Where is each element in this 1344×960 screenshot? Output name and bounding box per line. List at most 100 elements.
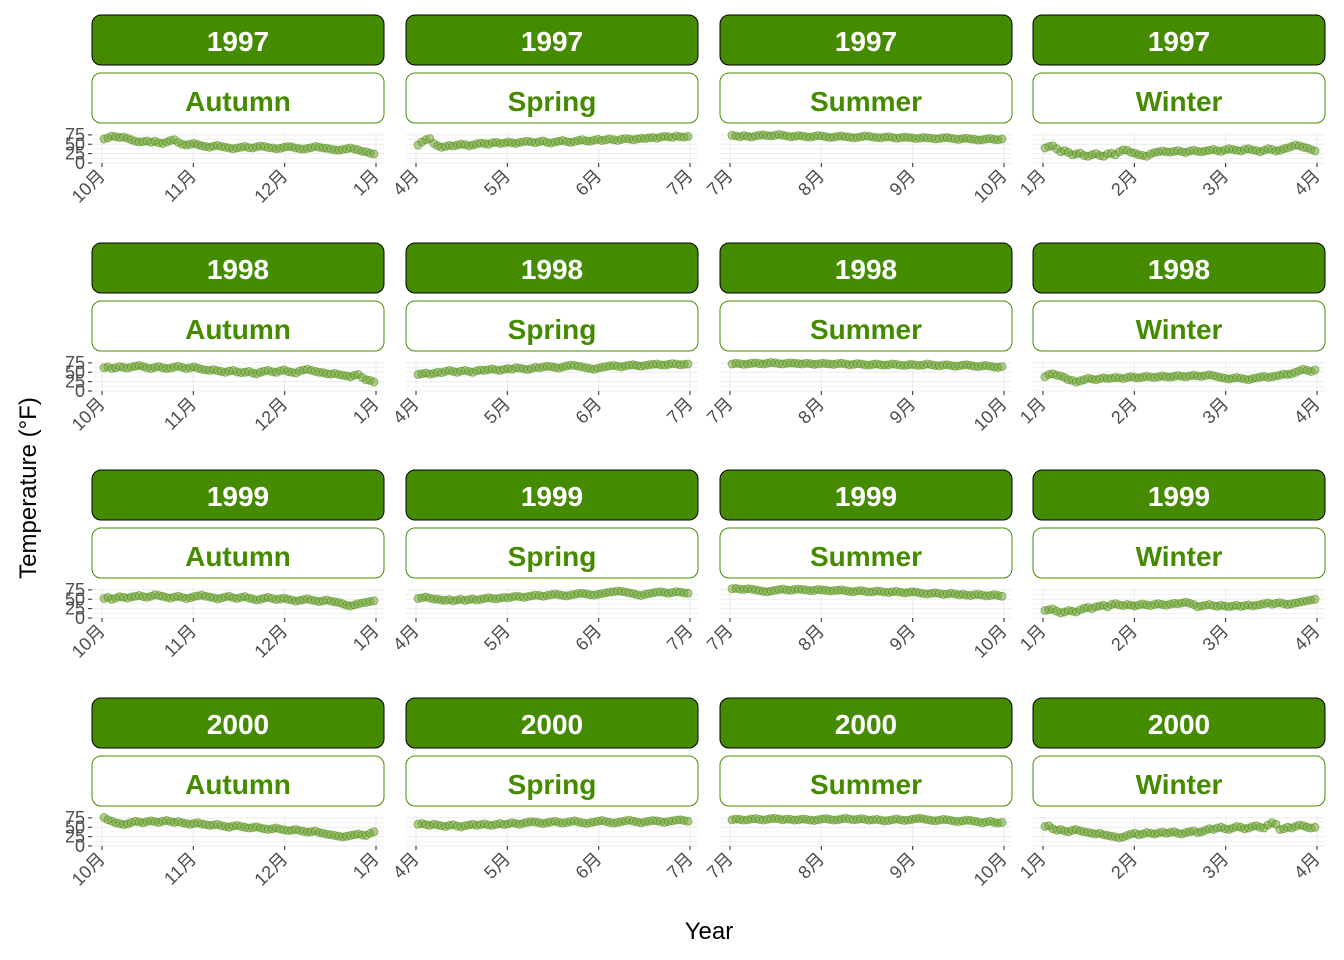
season-strip: [405, 527, 699, 579]
facet-panel: 2000 Spring 4月 5月 6月 7月: [389, 697, 699, 883]
year-strip: [405, 14, 699, 66]
season-strip: [1032, 72, 1326, 124]
facet-panel: 2000 Summer 7月 8月 9月 10月: [703, 697, 1013, 890]
season-strip: [719, 527, 1013, 579]
year-strip: [719, 469, 1013, 521]
year-strip-label: 1998: [521, 254, 583, 285]
facet-panel: 1998 Winter 1月 2月 3月 4月: [1016, 242, 1326, 428]
x-tick-label: 1月: [349, 166, 383, 200]
x-tick-label: 4月: [1290, 394, 1324, 428]
year-strip-label: 1997: [207, 26, 269, 57]
year-strip-label: 1997: [1148, 26, 1210, 57]
x-tick-label: 1月: [1016, 166, 1050, 200]
x-tick-label: 12月: [250, 166, 291, 207]
data-point: [997, 362, 1007, 372]
facet-panel: 1999 Winter 1月 2月 3月 4月: [1016, 469, 1326, 655]
season-strip-label: Summer: [810, 86, 922, 117]
year-strip: [91, 697, 385, 749]
x-tick-label: 12月: [250, 394, 291, 435]
facet-panel: 2000 Winter 1月 2月 3月 4月: [1016, 697, 1326, 883]
data-point: [1310, 594, 1320, 604]
year-strip: [91, 242, 385, 294]
y-tick-label: 0: [75, 608, 85, 628]
x-tick-label: 9月: [886, 849, 920, 883]
season-strip: [1032, 300, 1326, 352]
x-tick-label: 6月: [572, 849, 606, 883]
x-tick-label: 6月: [572, 394, 606, 428]
data-point: [683, 816, 693, 826]
facet-panel: 1998 Summer 7月 8月 9月 10月: [703, 242, 1013, 435]
y-tick-label: 25: [65, 372, 85, 392]
season-strip: [405, 300, 699, 352]
season-strip: [91, 300, 385, 352]
year-strip-label: 2000: [835, 709, 897, 740]
x-tick-label: 9月: [886, 166, 920, 200]
x-tick-label: 2月: [1107, 166, 1141, 200]
y-tick-label: 25: [65, 144, 85, 164]
x-tick-label: 11月: [160, 621, 200, 661]
x-tick-label: 11月: [160, 166, 200, 206]
facet-panel: 1999 Spring 4月 5月 6月 7月: [389, 469, 699, 655]
data-point: [997, 591, 1007, 601]
year-strip-label: 1997: [521, 26, 583, 57]
y-tick-label: 50: [65, 362, 85, 382]
x-axis-title: Year: [685, 918, 734, 945]
data-point: [683, 588, 693, 598]
season-strip-label: Winter: [1136, 314, 1223, 345]
facet-panel: 1997 Spring 4月 5月 6月 7月: [389, 14, 699, 200]
x-tick-label: 1月: [1016, 394, 1050, 428]
season-strip-label: Spring: [508, 86, 597, 117]
x-tick-label: 1月: [349, 849, 383, 883]
x-tick-label: 7月: [703, 849, 737, 883]
x-tick-label: 12月: [250, 621, 291, 662]
season-strip-label: Winter: [1136, 769, 1223, 800]
data-point: [1310, 822, 1320, 832]
x-tick-label: 10月: [68, 849, 109, 890]
x-tick-label: 10月: [68, 166, 109, 207]
season-strip-label: Summer: [810, 769, 922, 800]
x-tick-label: 10月: [68, 394, 109, 435]
season-strip: [91, 755, 385, 807]
year-strip: [719, 242, 1013, 294]
year-strip: [1032, 242, 1326, 294]
year-strip-label: 2000: [521, 709, 583, 740]
y-tick-label: 75: [65, 580, 85, 600]
y-tick-label: 50: [65, 817, 85, 837]
x-tick-label: 8月: [794, 394, 828, 428]
season-strip-label: Winter: [1136, 541, 1223, 572]
y-tick-label: 0: [75, 836, 85, 856]
x-tick-label: 10月: [970, 849, 1011, 890]
season-strip-label: Autumn: [185, 541, 291, 572]
x-tick-label: 9月: [886, 394, 920, 428]
data-point: [369, 596, 379, 606]
year-strip: [719, 14, 1013, 66]
x-tick-label: 4月: [1290, 166, 1324, 200]
year-strip-label: 2000: [207, 709, 269, 740]
x-tick-label: 10月: [970, 621, 1011, 662]
data-point: [1310, 365, 1320, 375]
y-tick-label: 50: [65, 589, 85, 609]
year-strip-label: 2000: [1148, 709, 1210, 740]
y-tick-label: 75: [65, 353, 85, 373]
y-tick-label: 75: [65, 125, 85, 145]
x-tick-label: 4月: [389, 394, 423, 428]
data-point: [683, 131, 693, 141]
x-tick-label: 11月: [160, 849, 200, 889]
data-point: [1310, 146, 1320, 156]
y-axis-title: Temperature (°F): [15, 397, 42, 579]
x-tick-label: 7月: [663, 394, 697, 428]
season-strip: [91, 527, 385, 579]
y-tick-label: 25: [65, 827, 85, 847]
season-strip-label: Summer: [810, 541, 922, 572]
data-point: [369, 149, 379, 159]
season-strip: [719, 72, 1013, 124]
x-tick-label: 4月: [389, 849, 423, 883]
x-tick-label: 10月: [68, 621, 109, 662]
x-tick-label: 1月: [1016, 621, 1050, 655]
x-tick-label: 9月: [886, 621, 920, 655]
year-strip-label: 1999: [521, 481, 583, 512]
x-tick-label: 8月: [794, 166, 828, 200]
year-strip: [405, 242, 699, 294]
